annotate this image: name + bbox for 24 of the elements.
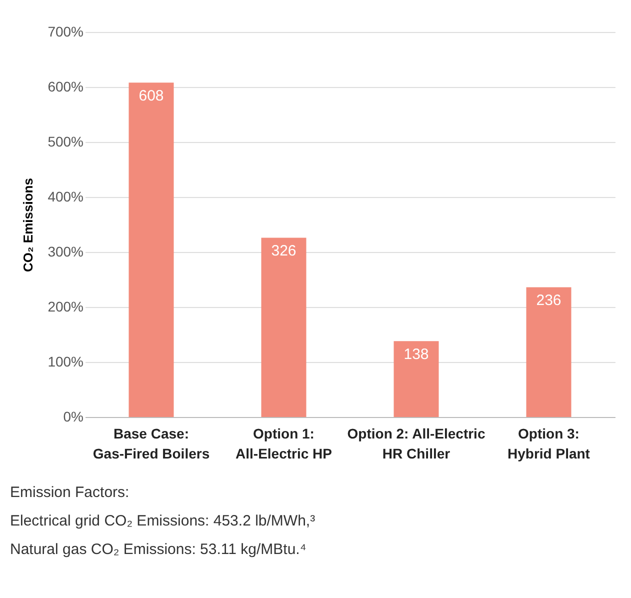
bar bbox=[394, 341, 439, 417]
y-tick-label: 600% bbox=[48, 78, 84, 94]
y-tick-label: 100% bbox=[48, 354, 84, 370]
y-tick-label: 400% bbox=[48, 188, 84, 204]
y-tick-label: 0% bbox=[63, 408, 84, 424]
bar bbox=[261, 238, 306, 417]
y-tick-label: 200% bbox=[48, 298, 84, 314]
data-label: 236 bbox=[536, 292, 562, 310]
x-tick-label: Option 3: Hybrid Plant bbox=[508, 426, 590, 462]
data-label: 326 bbox=[271, 242, 296, 260]
x-tick-label: Option 2: All-Electric HR Chiller bbox=[347, 426, 486, 462]
data-label: 608 bbox=[138, 88, 164, 105]
y-tick-label: 500% bbox=[48, 134, 84, 150]
text: Electrical grid CO₂ Emissions: 453.2 lb/MWh,³ bbox=[10, 512, 316, 530]
y-tick-label: 700% bbox=[48, 24, 84, 40]
bar bbox=[526, 287, 572, 417]
y-tick-label: 300% bbox=[48, 244, 84, 260]
data-label: 138 bbox=[404, 346, 429, 364]
text: Natural gas CO₂ Emissions: 53.11 kg/MBtu.⁴ bbox=[10, 540, 306, 558]
y-axis-title: CO₂ Emissions bbox=[20, 178, 36, 272]
bar bbox=[128, 82, 174, 417]
text: Emission Factors: bbox=[10, 484, 130, 502]
x-tick-label: Base Case: Gas-Fired Boilers bbox=[92, 426, 210, 462]
x-tick-label: Option 1: All-Electric HP bbox=[236, 426, 332, 462]
